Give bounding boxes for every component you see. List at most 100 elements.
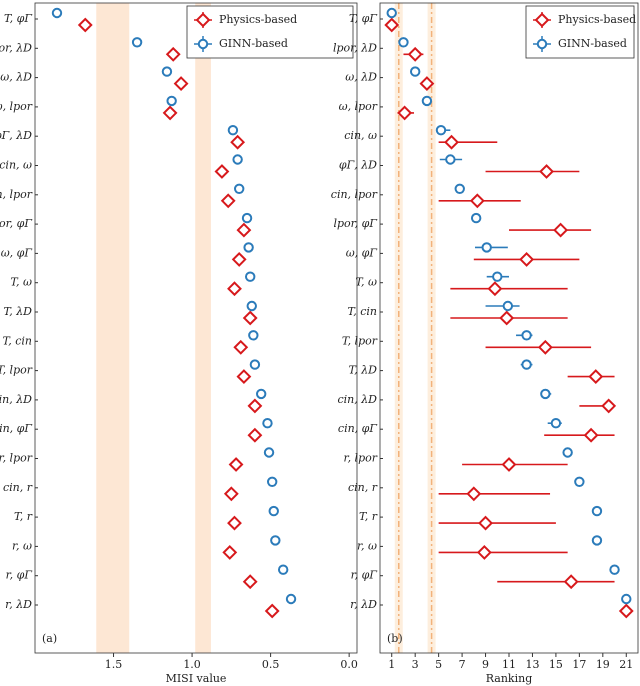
category-label: T, λD [3,305,32,318]
circle-marker [131,37,143,48]
diamond-marker [247,398,263,414]
diamond-marker [478,515,493,531]
circle-marker [481,242,492,253]
diamond-marker [537,339,553,355]
x-tick-label: 15 [549,658,563,671]
diamond-marker [236,222,252,238]
circle-marker [621,593,632,605]
category-label: φΓ, λD [0,129,32,142]
category-label: lpor, λD [333,41,377,54]
circle-marker [550,418,562,429]
diamond-marker [539,164,554,179]
category-label: T, φΓ [349,12,377,25]
diamond-marker [165,46,181,62]
legend-label: GINN-based [219,37,288,50]
diamond-marker [563,574,579,590]
x-tick-label: 0.0 [340,658,358,671]
category-label: r, φΓ [351,569,378,582]
x-tick-label: 3 [412,658,419,671]
x-tick-label: 13 [525,658,539,671]
circle-marker [166,95,177,107]
category-label: ω, lpor [339,100,378,113]
diamond-marker [384,17,400,33]
x-tick-label: 19 [596,658,610,671]
legend-label: Physics-based [558,13,636,26]
circle-marker [248,330,259,341]
category-label: cin, λD [337,393,377,406]
category-label: ω, lpor [0,100,33,113]
diamond-marker [233,339,249,355]
legend-label: GINN-based [558,37,627,50]
category-label: ω, λD [345,71,377,84]
category-label: cin, r [348,481,378,494]
category-label: T, λD [348,364,377,377]
category-label: r, λD [350,598,377,611]
legend-marker [536,38,548,50]
category-label: T, lpor [342,334,378,347]
x-tick-label: 17 [572,658,586,671]
category-label: T, cin [348,305,377,318]
circle-marker [521,330,532,341]
x-tick-label: 11 [502,658,516,671]
circle-marker [591,505,603,517]
diamond-marker [242,574,258,590]
category-label: cin, r [3,481,33,494]
category-label: T, r [14,510,33,523]
circle-marker [521,359,532,370]
category-label: cin, ω [344,129,377,142]
diamond-marker [499,310,515,326]
circle-marker [285,593,297,605]
diamond-marker [231,251,247,267]
circle-marker [492,271,503,282]
diamond-marker [214,164,230,179]
circle-marker [409,66,421,77]
diamond-marker [601,398,617,414]
plot-frame [34,2,358,654]
diamond-marker [247,427,263,443]
circle-marker [445,154,456,165]
legend-marker [195,12,211,28]
diamond-marker [264,603,280,619]
diamond-marker [469,193,485,209]
category-label: cin, φΓ [0,422,32,435]
x-tick-label: 9 [482,658,489,671]
circle-marker [270,535,281,546]
diamond-marker [476,544,492,560]
shaded-band [96,3,130,653]
circle-marker [51,7,63,19]
diamond-marker [227,515,242,531]
category-label: T, lpor [0,364,33,377]
circle-marker [454,183,465,195]
category-label: lpor, φΓ [333,217,377,230]
circle-marker [609,564,620,575]
circle-marker [386,7,397,19]
circle-marker [502,300,514,312]
circle-marker [241,212,253,224]
panel-label: (b) [387,632,403,645]
category-label: cin, lpor [331,188,378,201]
category-label: r, ω [357,539,377,552]
circle-marker [268,505,279,517]
diamond-marker [501,457,517,472]
category-label: cin, λD [0,393,32,406]
category-label: lpor, λD [0,41,32,54]
diamond-marker [466,486,482,502]
diamond-marker [228,457,244,472]
circle-marker [249,359,261,370]
category-label: r, lpor [344,452,378,465]
x-tick-label: 5 [435,658,442,671]
diamond-marker [588,369,604,385]
legend-marker [197,38,209,50]
category-label: ω, λD [0,71,32,84]
circle-marker [246,300,257,312]
x-tick-label: 1.0 [183,658,201,671]
category-label: φΓ, λD [339,159,377,172]
category-label: T, ω [10,276,32,289]
circle-marker [227,125,239,136]
category-label: r, ω [12,539,32,552]
legend-marker [534,12,550,28]
category-label: cin, ω [0,159,32,172]
circle-marker [540,388,551,400]
diamond-marker [487,281,503,297]
diamond-marker [223,486,239,502]
